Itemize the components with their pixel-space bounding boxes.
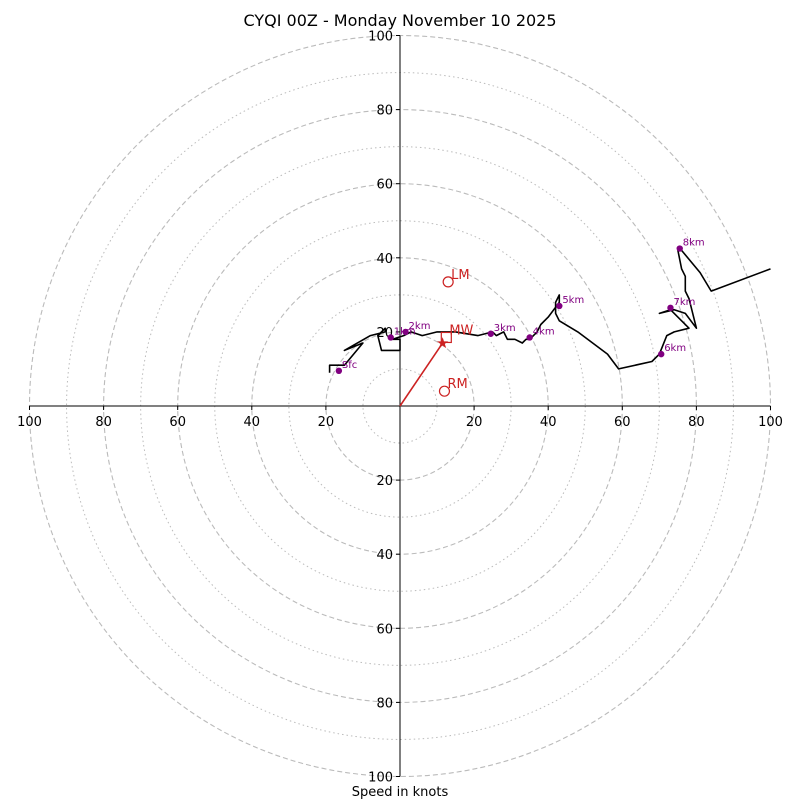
height-marker-dot (487, 330, 494, 337)
height-marker-dot (556, 302, 563, 310)
x-tick-label: 100 (17, 415, 42, 430)
height-marker-dot (676, 245, 683, 252)
height-marker-dot (387, 334, 394, 341)
y-tick-label: 60 (376, 622, 393, 637)
y-tick-label: 20 (376, 474, 393, 489)
storm-motion-marker (438, 385, 451, 397)
x-tick-label: 20 (466, 415, 483, 430)
x-tick-label: 80 (95, 415, 112, 430)
storm-motion-label: LM (451, 268, 469, 283)
tick-labels: 100 80 60 40 20 20 40 60 80 100100806040202040608… (17, 30, 783, 786)
height-marker-dot (526, 334, 533, 341)
height-marker-label: 3km (494, 323, 516, 334)
y-tick-label: 100 (368, 30, 393, 45)
x-tick-label: 100 (758, 415, 783, 430)
x-tick-label: 20 (318, 415, 335, 430)
height-marker-label: 2km (409, 321, 431, 332)
y-tick-label: 100 (368, 771, 393, 786)
height-markers: Sfc1km2km3km4km5km6km7km8km (335, 238, 705, 375)
x-tick-label: 60 (169, 415, 186, 430)
x-tick-label: 80 (688, 415, 705, 430)
storm-motion-label: MW (449, 323, 473, 338)
height-marker-dot (667, 304, 674, 312)
y-tick-label: 40 (376, 548, 393, 563)
storm-motion-marker (440, 331, 452, 344)
height-marker-label: 4km (533, 326, 555, 337)
hodograph-trace (328, 249, 771, 373)
y-tick-label: 80 (376, 104, 393, 119)
height-marker-label: 5km (562, 295, 584, 306)
y-tick-label: 60 (376, 178, 393, 193)
height-marker-dot (335, 367, 343, 375)
height-marker-label: 8km (683, 238, 705, 249)
chart-title: CYQI 00Z - Monday November 10 2025 (243, 11, 556, 30)
x-tick-label: 40 (540, 415, 557, 430)
height-marker-label: 7km (673, 297, 695, 308)
shear-vector (399, 342, 444, 407)
y-tick-label: 80 (376, 696, 393, 711)
height-marker-label: Sfc (342, 360, 357, 371)
storm-motion-label: RM (447, 377, 467, 392)
storm-motion-marker (442, 276, 454, 288)
x-tick-label: 60 (614, 415, 631, 430)
height-marker-dot (402, 328, 409, 336)
y-tick-label: 40 (376, 252, 393, 267)
height-marker-label: 6km (664, 343, 686, 354)
x-axis-label: Speed in knots (352, 785, 449, 800)
height-marker-dot (658, 350, 665, 358)
hodograph-trace-group (328, 249, 771, 373)
x-tick-label: 40 (244, 415, 261, 430)
